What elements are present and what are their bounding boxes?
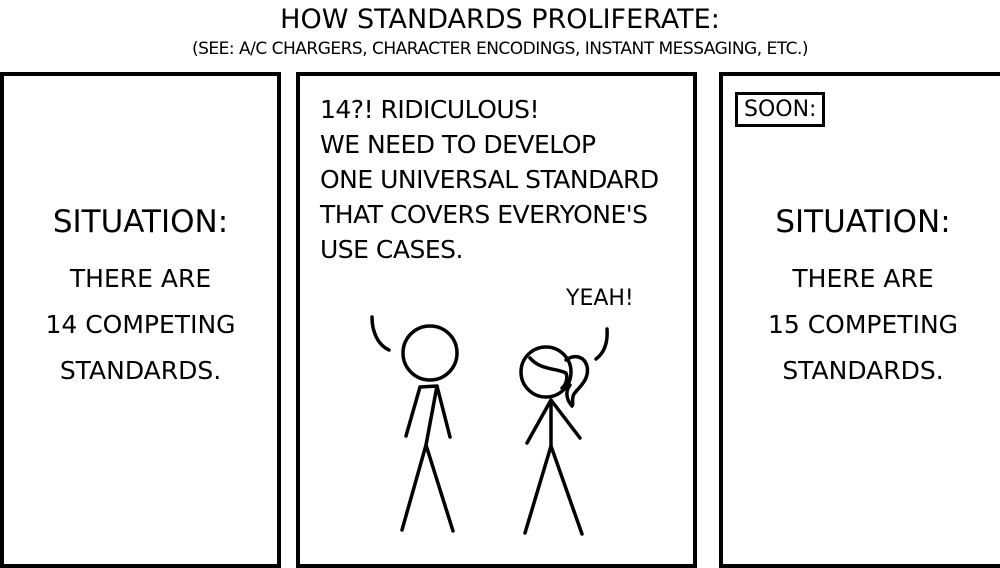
speech-bubble-woman: YEAH!	[566, 286, 634, 311]
speech-line: USE CASES.	[320, 235, 463, 264]
situation-heading: SITUATION:	[52, 204, 229, 240]
panel-3: SOON: SITUATION: THERE ARE 15 COMPETING …	[719, 72, 1000, 568]
situation-line: 15 COMPETING	[767, 310, 959, 339]
situation-line: THERE ARE	[69, 264, 212, 293]
speech-bubble-man: 14?! RIDICULOUS! WE NEED TO DEVELOP ONE …	[320, 92, 659, 267]
situation-line: STANDARDS.	[782, 356, 944, 385]
panel-1: SITUATION: THERE ARE 14 COMPETING STANDA…	[0, 72, 281, 568]
man-stick-figure-icon	[370, 315, 459, 533]
speech-line: THAT COVERS EVERYONE'S	[320, 200, 648, 229]
situation-line: STANDARDS.	[59, 356, 222, 385]
comic-title: HOW STANDARDS PROLIFERATE:	[280, 4, 720, 35]
panel-2: 14?! RIDICULOUS! WE NEED TO DEVELOP ONE …	[296, 72, 697, 568]
speech-line: ONE UNIVERSAL STANDARD	[320, 165, 659, 194]
speech-line: WE NEED TO DEVELOP	[320, 130, 596, 159]
situation-line: 14 COMPETING	[45, 310, 236, 339]
situation-line: THERE ARE	[792, 264, 934, 293]
situation-heading: SITUATION:	[775, 204, 951, 240]
comic-subtitle: (SEE: A/C CHARGERS, CHARACTER ENCODINGS,…	[191, 39, 809, 59]
woman-stick-figure-icon	[519, 327, 609, 536]
speech-line: 14?! RIDICULOUS!	[320, 95, 540, 124]
caption-box: SOON:	[735, 92, 826, 127]
